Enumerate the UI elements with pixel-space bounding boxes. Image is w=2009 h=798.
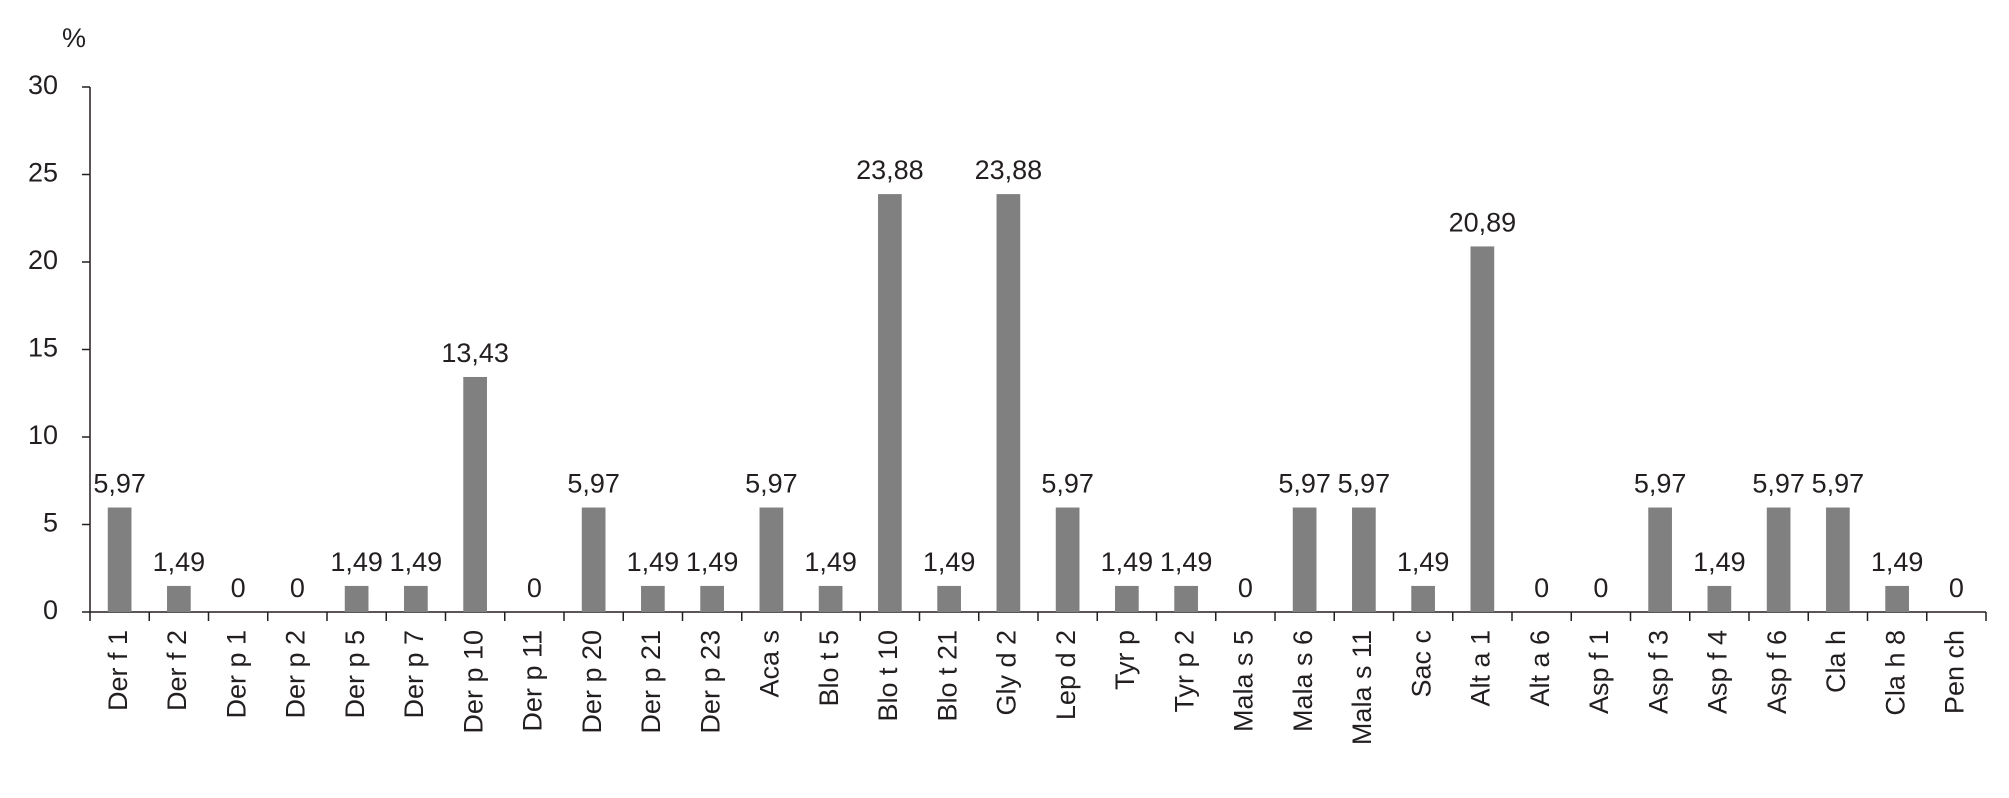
x-tick-label: Mala s 11 (1347, 630, 1377, 745)
value-label: 20,89 (1449, 208, 1517, 238)
x-tick-label: Tyr p 2 (1169, 630, 1199, 713)
bar (404, 585, 428, 612)
x-tick-label: Asp f 6 (1762, 630, 1792, 714)
x-tick-label: Asp f 1 (1584, 630, 1614, 714)
x-tick-label: Der p 7 (399, 630, 429, 719)
value-label: 5,97 (1041, 469, 1094, 499)
y-tick-label: 15 (28, 333, 58, 363)
bar (1707, 585, 1732, 612)
value-label: 1,49 (804, 547, 857, 577)
value-label: 1,49 (1160, 547, 1213, 577)
bar (463, 376, 487, 612)
value-label: 23,88 (856, 155, 924, 185)
y-axis-label: % (62, 23, 86, 53)
bar (1292, 507, 1317, 612)
bar (1352, 507, 1376, 612)
x-tick-label: Asp f 3 (1643, 630, 1673, 714)
x-tick-label: Pen ch (1940, 630, 1970, 714)
x-tick-label: Aca s (755, 630, 785, 698)
x-tick-label: Blo t 5 (814, 630, 844, 707)
y-tick-label: 20 (28, 245, 58, 275)
bar (878, 194, 902, 612)
x-tick-label: Cla h (1821, 630, 1851, 693)
bar (107, 507, 132, 612)
value-label: 1,49 (390, 547, 443, 577)
bar (581, 507, 606, 612)
value-label: 5,97 (1752, 469, 1805, 499)
value-label: 23,88 (975, 155, 1043, 185)
x-tick-label: Der p 2 (281, 630, 311, 719)
value-label: 5,97 (1812, 469, 1865, 499)
x-tick-label: Alt a 1 (1466, 630, 1496, 707)
x-tick-label: Der p 11 (518, 630, 548, 732)
x-tick-label: Gly d 2 (992, 630, 1022, 716)
bar (937, 585, 961, 612)
value-label: 1,49 (1871, 547, 1924, 577)
bar (996, 194, 1021, 612)
bar (700, 585, 724, 612)
value-label: 0 (290, 573, 305, 603)
x-tick-label: Der p 23 (695, 630, 725, 734)
x-tick-label: Blo t 21 (932, 630, 962, 722)
value-label: 1,49 (153, 547, 206, 577)
bar (1411, 585, 1435, 612)
bar (1766, 507, 1791, 612)
value-label: 5,97 (745, 469, 798, 499)
value-label: 5,97 (1634, 469, 1687, 499)
bar (1174, 585, 1198, 612)
value-label: 5,97 (1338, 469, 1391, 499)
bar (818, 585, 843, 612)
value-label: 1,49 (1101, 547, 1154, 577)
bar (641, 585, 665, 612)
bar (1648, 507, 1672, 612)
value-label: 1,49 (686, 547, 739, 577)
bar (1055, 507, 1080, 612)
x-tick-label: Alt a 6 (1525, 630, 1555, 707)
x-tick-label: Mala s 6 (1288, 630, 1318, 732)
y-tick-label: 30 (28, 70, 58, 100)
value-label: 0 (231, 573, 246, 603)
bar (167, 585, 191, 612)
value-label: 1,49 (627, 547, 680, 577)
x-tick-label: Sac c (1406, 630, 1436, 698)
bar (1470, 246, 1495, 613)
x-tick-label: Der p 5 (340, 630, 370, 719)
x-tick-label: Mala s 5 (1229, 630, 1259, 732)
x-tick-label: Blo t 10 (873, 630, 903, 722)
x-tick-label: Der f 1 (103, 630, 133, 711)
x-tick-label: Der p 20 (577, 630, 607, 734)
value-label: 0 (1593, 573, 1608, 603)
x-tick-label: Lep d 2 (1051, 630, 1081, 720)
value-label: 1,49 (1693, 547, 1746, 577)
x-tick-label: Der p 1 (221, 630, 251, 719)
value-label: 0 (1949, 573, 1964, 603)
x-tick-label: Der p 21 (636, 630, 666, 734)
y-tick-label: 10 (28, 420, 58, 450)
y-tick-label: 5 (43, 508, 58, 538)
bar (1115, 585, 1139, 612)
bar (1885, 585, 1909, 612)
bar (344, 585, 369, 612)
value-label: 5,97 (93, 469, 146, 499)
value-label: 13,43 (441, 338, 509, 368)
value-label: 1,49 (923, 547, 976, 577)
y-tick-label: 25 (28, 158, 58, 188)
x-tick-label: Der f 2 (162, 630, 192, 711)
value-label: 5,97 (1278, 469, 1331, 499)
value-label: 5,97 (567, 469, 620, 499)
value-label: 1,49 (330, 547, 383, 577)
value-label: 1,49 (1397, 547, 1450, 577)
bar (1826, 507, 1850, 612)
x-tick-label: Cla h 8 (1880, 630, 1910, 716)
bar (759, 507, 784, 612)
y-tick-label: 0 (43, 595, 58, 625)
x-tick-label: Asp f 4 (1703, 630, 1733, 714)
value-label: 0 (1238, 573, 1253, 603)
value-label: 0 (527, 573, 542, 603)
x-tick-label: Tyr p (1110, 630, 1140, 690)
value-label: 0 (1534, 573, 1549, 603)
x-tick-label: Der p 10 (458, 630, 488, 734)
